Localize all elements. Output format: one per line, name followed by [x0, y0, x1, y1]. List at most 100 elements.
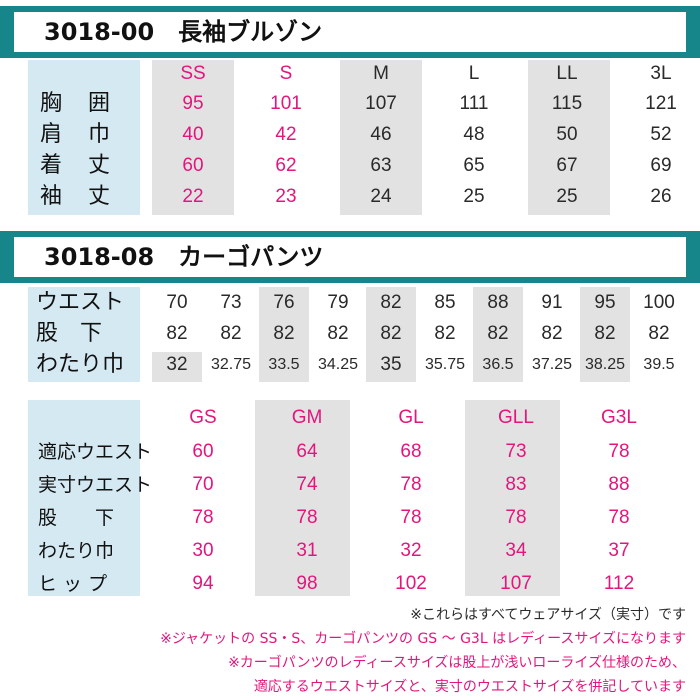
size-header-gm: GM	[291, 407, 323, 428]
section1-cell: 52	[650, 124, 672, 145]
section2-cell: 82	[648, 323, 670, 344]
section3-col-gm-band	[255, 400, 350, 596]
section2-row-label: わたり巾	[36, 352, 125, 377]
section3-cell: 78	[296, 507, 318, 528]
section2-cell: 36.5	[482, 356, 514, 373]
section3-row-label: 実寸ウエスト	[38, 474, 153, 496]
size-header-gll: GLL	[498, 407, 534, 428]
size-header-g3l: G3L	[601, 407, 637, 428]
section3-row-label: 適応ウエスト	[38, 441, 153, 463]
size-header-gl: GL	[398, 407, 424, 428]
section1-cell: 40	[182, 124, 204, 145]
section3-row-label: わたり巾	[38, 540, 115, 562]
size-header-ll: LL	[556, 63, 578, 84]
section3-cell: 107	[500, 573, 532, 594]
section3-col-gll-band	[465, 400, 560, 596]
section3-cell: 70	[192, 474, 214, 495]
section2-col7-band	[473, 287, 523, 382]
section1-cell: 121	[645, 93, 677, 114]
section1-cell: 115	[551, 93, 583, 114]
section3-cell: 78	[400, 507, 422, 528]
note-3: ※カーゴパンツのレディースサイズは股上が浅いローライズ仕様のため、	[228, 655, 686, 671]
section2-cell: 95	[594, 292, 616, 313]
section2-cell: 32.75	[210, 356, 252, 373]
section2-cell: 70	[166, 292, 188, 313]
section1-label-band	[28, 60, 140, 215]
section1-cell: 62	[275, 155, 297, 176]
section3-cell: 31	[296, 540, 318, 561]
section2-col9-band	[580, 287, 630, 382]
section1-cell: 95	[182, 93, 204, 114]
section3-cell: 102	[395, 573, 427, 594]
section2-row-label: ウエスト	[36, 290, 125, 315]
section2-cell: 38.25	[584, 356, 626, 373]
size-header-ss: SS	[180, 63, 206, 84]
section3-cell: 98	[296, 573, 318, 594]
section2-cell: 82	[327, 323, 349, 344]
section1-cell: 25	[556, 186, 578, 207]
section2-cell: 79	[327, 292, 349, 313]
section2-cell: 82	[166, 323, 188, 344]
section1-row-label: 胸 囲	[40, 91, 113, 116]
section3-cell: 60	[192, 441, 214, 462]
section2-cell: 100	[643, 292, 675, 313]
note-4: 適応するウエストサイズと、実寸のウエストサイズを併記しています	[253, 679, 686, 695]
section1-cell: 22	[182, 186, 204, 207]
size-header-m: M	[373, 63, 389, 84]
section3-cell: 37	[608, 540, 630, 561]
section1-cell: 111	[459, 93, 489, 114]
section3-label-band	[28, 400, 140, 596]
size-header-gs: GS	[189, 407, 217, 428]
section1-row-label: 着 丈	[40, 153, 113, 178]
section3-cell: 74	[296, 474, 318, 495]
section1-col-ll-band	[528, 60, 610, 215]
section3-cell: 94	[192, 573, 214, 594]
section2-cell: 76	[273, 292, 295, 313]
section2-cell: 32	[166, 354, 188, 375]
size-header-l: L	[468, 63, 480, 84]
size-header-3l: 3L	[650, 63, 672, 84]
section2-col1-width-band	[152, 352, 202, 382]
section2-cell: 73	[220, 292, 242, 313]
section2-title: 3018-08 カーゴパンツ	[44, 243, 324, 271]
section2-cell: 82	[594, 323, 616, 344]
section1-cell: 42	[275, 124, 297, 145]
section1-title: 3018-00 長袖ブルゾン	[44, 18, 323, 46]
section1-cell: 23	[275, 186, 297, 207]
section3-cell: 73	[505, 441, 527, 462]
section2-banner: 3018-08 カーゴパンツ	[0, 231, 700, 283]
section2-cell: 33.5	[268, 356, 300, 373]
section1-cell: 107	[365, 93, 397, 114]
section2-col3-band	[259, 287, 309, 382]
section2-cell: 82	[380, 323, 402, 344]
section1-cell: 69	[650, 155, 672, 176]
section3-cell: 78	[608, 507, 630, 528]
section3-cell: 83	[505, 474, 527, 495]
section2-cell: 82	[380, 292, 402, 313]
section1-cell: 63	[370, 155, 392, 176]
section2-cell: 85	[434, 292, 456, 313]
section3-row-label: ヒ ッ プ	[38, 573, 108, 595]
section3-cell: 64	[296, 441, 318, 462]
note-1: ※これらはすべてウェアサイズ（実寸）です	[410, 607, 686, 623]
section1-col-ss-band	[152, 60, 234, 215]
section3-cell: 30	[192, 540, 214, 561]
section3-cell: 78	[608, 441, 630, 462]
section3-cell: 78	[192, 507, 214, 528]
section1-cell: 60	[182, 155, 204, 176]
section2-cell: 39.5	[643, 356, 675, 373]
section1-row-label: 袖 丈	[40, 184, 113, 209]
section1-cell: 50	[556, 124, 578, 145]
section2-cell: 35	[380, 354, 402, 375]
section1-cell: 65	[463, 155, 485, 176]
section2-cell: 82	[541, 323, 563, 344]
section1-cell: 101	[270, 93, 302, 114]
section2-row-label: 股 下	[36, 321, 103, 346]
section1-banner: 3018-00 長袖ブルゾン	[0, 6, 700, 58]
section1-cell: 26	[650, 186, 672, 207]
section2-cell: 37.25	[531, 356, 573, 373]
section1-cell: 67	[556, 155, 578, 176]
section2-cell: 82	[220, 323, 242, 344]
section3-cell: 88	[608, 474, 630, 495]
section2-cell: 82	[487, 323, 509, 344]
